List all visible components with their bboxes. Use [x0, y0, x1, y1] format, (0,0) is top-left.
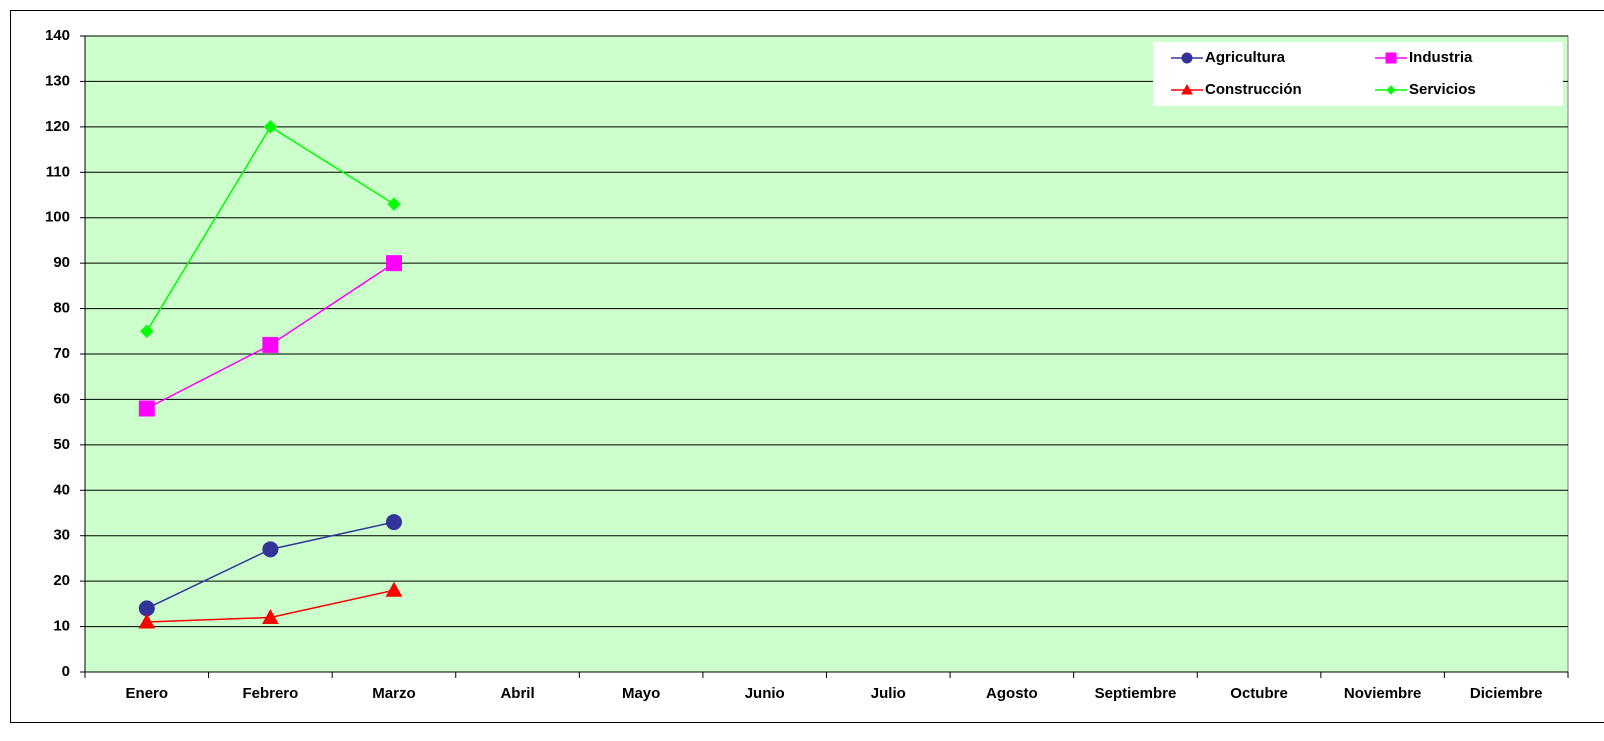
x-tick-label: Agosto [986, 685, 1038, 702]
legend-label: Agricultura [1205, 49, 1286, 66]
data-point [387, 197, 401, 211]
y-tick-label: 60 [53, 390, 70, 407]
data-point [263, 120, 278, 134]
legend-marker [1386, 85, 1396, 95]
y-tick-label: 0 [62, 663, 70, 680]
y-tick-label: 70 [53, 345, 70, 362]
x-tick-label: Julio [871, 685, 906, 702]
data-point [262, 608, 279, 624]
y-tick-label: 40 [53, 481, 70, 498]
x-tick-label: Abril [500, 685, 534, 702]
x-tick-label: Junio [745, 685, 785, 702]
data-point [262, 336, 279, 353]
x-tick-label: Marzo [372, 685, 415, 702]
legend-label: Servicios [1409, 81, 1476, 98]
y-tick-label: 120 [45, 118, 70, 135]
data-point [140, 324, 154, 338]
legend-marker [1181, 83, 1193, 95]
data-point [385, 255, 402, 272]
data-point [138, 613, 156, 629]
x-tick-label: Mayo [622, 685, 660, 702]
y-tick-label: 10 [53, 618, 70, 635]
y-tick-label: 130 [45, 72, 70, 89]
y-tick-label: 100 [45, 209, 70, 226]
x-tick-label: Septiembre [1095, 685, 1177, 702]
legend-box [1153, 42, 1563, 106]
y-tick-label: 80 [53, 300, 70, 317]
x-tick-label: Enero [126, 685, 169, 702]
legend-marker [1181, 52, 1193, 64]
x-tick-label: Noviembre [1344, 685, 1422, 702]
data-point [138, 400, 155, 417]
x-tick-label: Octubre [1230, 685, 1288, 702]
x-tick-label: Febrero [242, 685, 298, 702]
data-point [385, 581, 403, 597]
data-point [262, 541, 279, 558]
legend-marker [1385, 52, 1397, 64]
y-tick-label: 110 [46, 163, 70, 180]
y-tick-label: 20 [53, 572, 70, 589]
legend-label: Industria [1409, 49, 1473, 66]
y-tick-label: 30 [53, 527, 70, 544]
x-tick-label: Diciembre [1470, 685, 1543, 702]
y-tick-label: 90 [53, 254, 70, 271]
data-point [385, 514, 402, 531]
y-tick-label: 50 [53, 436, 70, 453]
y-tick-label: 140 [45, 27, 70, 44]
legend: Agricultura Industria Construcción Servicio… [1153, 42, 1563, 106]
legend-label: Construcción [1205, 81, 1302, 98]
